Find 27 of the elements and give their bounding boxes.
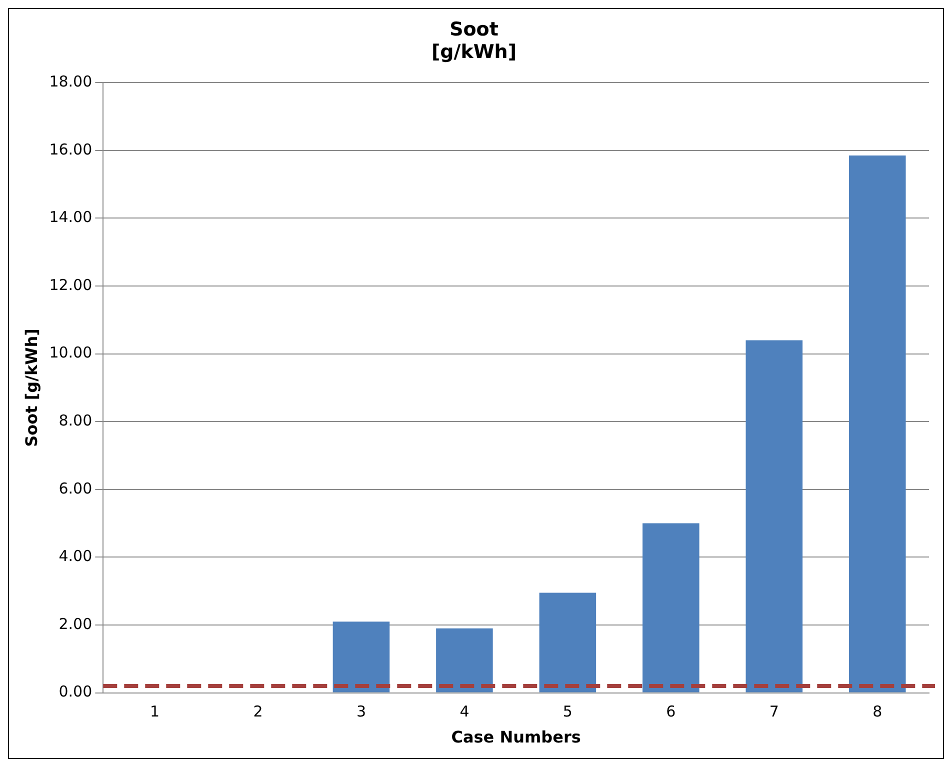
y-tick-label: 14.00	[49, 208, 92, 226]
bar	[848, 155, 906, 692]
bar	[332, 622, 390, 692]
y-tick-label: 10.00	[49, 344, 92, 362]
x-tick-label: 5	[562, 702, 572, 721]
bar	[642, 523, 700, 692]
x-axis-title: Case Numbers	[451, 728, 581, 747]
y-tick-label: 2.00	[58, 614, 92, 633]
x-tick-label: 8	[872, 702, 882, 721]
bar	[539, 592, 596, 692]
y-tick-label: 8.00	[58, 411, 92, 430]
y-tick-label: 0.00	[58, 682, 92, 701]
x-tick-label: 4	[460, 702, 470, 721]
y-axis-title: Soot [g/kWh]	[22, 328, 41, 447]
x-tick-label: 1	[150, 702, 160, 721]
y-tick-label: 6.00	[58, 479, 92, 498]
bar	[746, 340, 803, 692]
x-tick-label: 6	[666, 702, 676, 721]
y-tick-label: 12.00	[49, 276, 92, 294]
y-tick-label: 4.00	[58, 547, 92, 566]
bar	[436, 628, 493, 692]
y-tick-label: 16.00	[49, 140, 92, 158]
x-tick-label: 3	[356, 702, 366, 721]
y-tick-label: 18.00	[49, 72, 92, 90]
chart-title: Soot [g/kWh]	[431, 18, 517, 64]
x-tick-label: 2	[253, 702, 263, 721]
x-tick-label: 7	[769, 702, 779, 721]
